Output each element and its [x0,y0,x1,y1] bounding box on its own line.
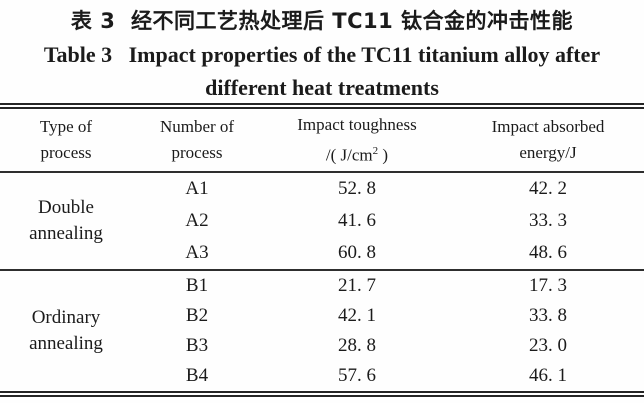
header-row: Type of process Number of process Impact… [0,109,644,173]
impact-toughness-cell: 28. 8 [338,335,376,356]
table-captions: 表 3 经不同工艺热处理后 TC11 钛合金的冲击性能 Table 3 Impa… [0,0,644,103]
header-text: energy/J [519,143,577,162]
absorbed-energy-cell: 46. 1 [529,365,567,386]
absorbed-energy-cell: 42. 2 [529,178,567,199]
table-row: A2 41. 6 33. 3 [0,205,644,237]
impact-toughness-cell: 41. 6 [338,210,376,231]
process-type-text: annealing [29,333,103,354]
table-caption-chinese: 表 3 经不同工艺热处理后 TC11 钛合金的冲击性能 [70,9,574,33]
table-row: B4 57. 6 46. 1 [0,361,644,391]
impact-toughness-cell: 52. 8 [338,178,376,199]
process-type-text: annealing [29,223,103,244]
table-caption-english-line2: different heat treatments [205,75,439,100]
unit-suffix: ) [378,145,389,165]
col-header-type-of-process: Type of process [0,109,132,173]
table-row: A3 60. 8 48. 6 [0,237,644,271]
absorbed-energy-cell: 48. 6 [452,237,644,271]
header-text: Impact absorbed [491,117,605,136]
process-number-cell: A3 [132,237,262,271]
table-caption-english-line1: Table 3 Impact properties of the TC11 ti… [43,42,601,67]
process-number-cell: B4 [185,365,209,386]
col-header-impact-absorbed-energy: Impact absorbed energy/J [452,109,644,173]
impact-toughness-cell: 60. 8 [262,237,452,271]
process-number-cell: B2 [185,305,209,326]
absorbed-energy-cell: 33. 8 [529,305,567,326]
process-number-cell: B3 [185,335,209,356]
table-row: B2 42. 1 33. 8 [0,301,644,331]
process-number-cell: A1 [185,178,209,199]
absorbed-energy-cell: 33. 3 [529,210,567,231]
unit-prefix: /( J/cm [325,145,373,165]
col-header-number-of-process: Number of process [132,109,262,173]
absorbed-energy-cell: 23. 0 [529,335,567,356]
process-number-cell: B1 [185,275,209,296]
process-type-text: Double [38,197,94,218]
process-type-cell-double-annealing: Double annealing [0,172,132,271]
impact-toughness-cell: 42. 1 [338,305,376,326]
header-text: Type of [39,117,93,136]
process-number-cell: A2 [185,210,209,231]
impact-toughness-cell: 21. 7 [338,275,376,296]
table-row: Ordinary annealing B1 21. 7 17. 3 [0,270,644,354]
col-header-impact-toughness: Impact toughness /( J/cm2 ) [262,109,452,173]
absorbed-energy-cell: 17. 3 [529,275,567,296]
table-row: B3 28. 8 23. 0 [0,331,644,361]
impact-toughness-cell: 57. 6 [338,365,376,386]
header-text: process [171,143,223,162]
header-unit: /( J/cm2 ) [262,138,452,169]
unit-superscript: 2 [372,144,379,157]
table-row: Double annealing A1 52. 8 42. 2 [0,172,644,271]
header-text: process [40,143,92,162]
header-text: Number of [159,117,235,136]
header-text: Impact toughness [297,114,417,134]
process-type-cell-ordinary-annealing: Ordinary annealing [0,270,132,391]
process-type-text: Ordinary [31,307,101,328]
data-table: Type of process Number of process Impact… [0,103,644,397]
